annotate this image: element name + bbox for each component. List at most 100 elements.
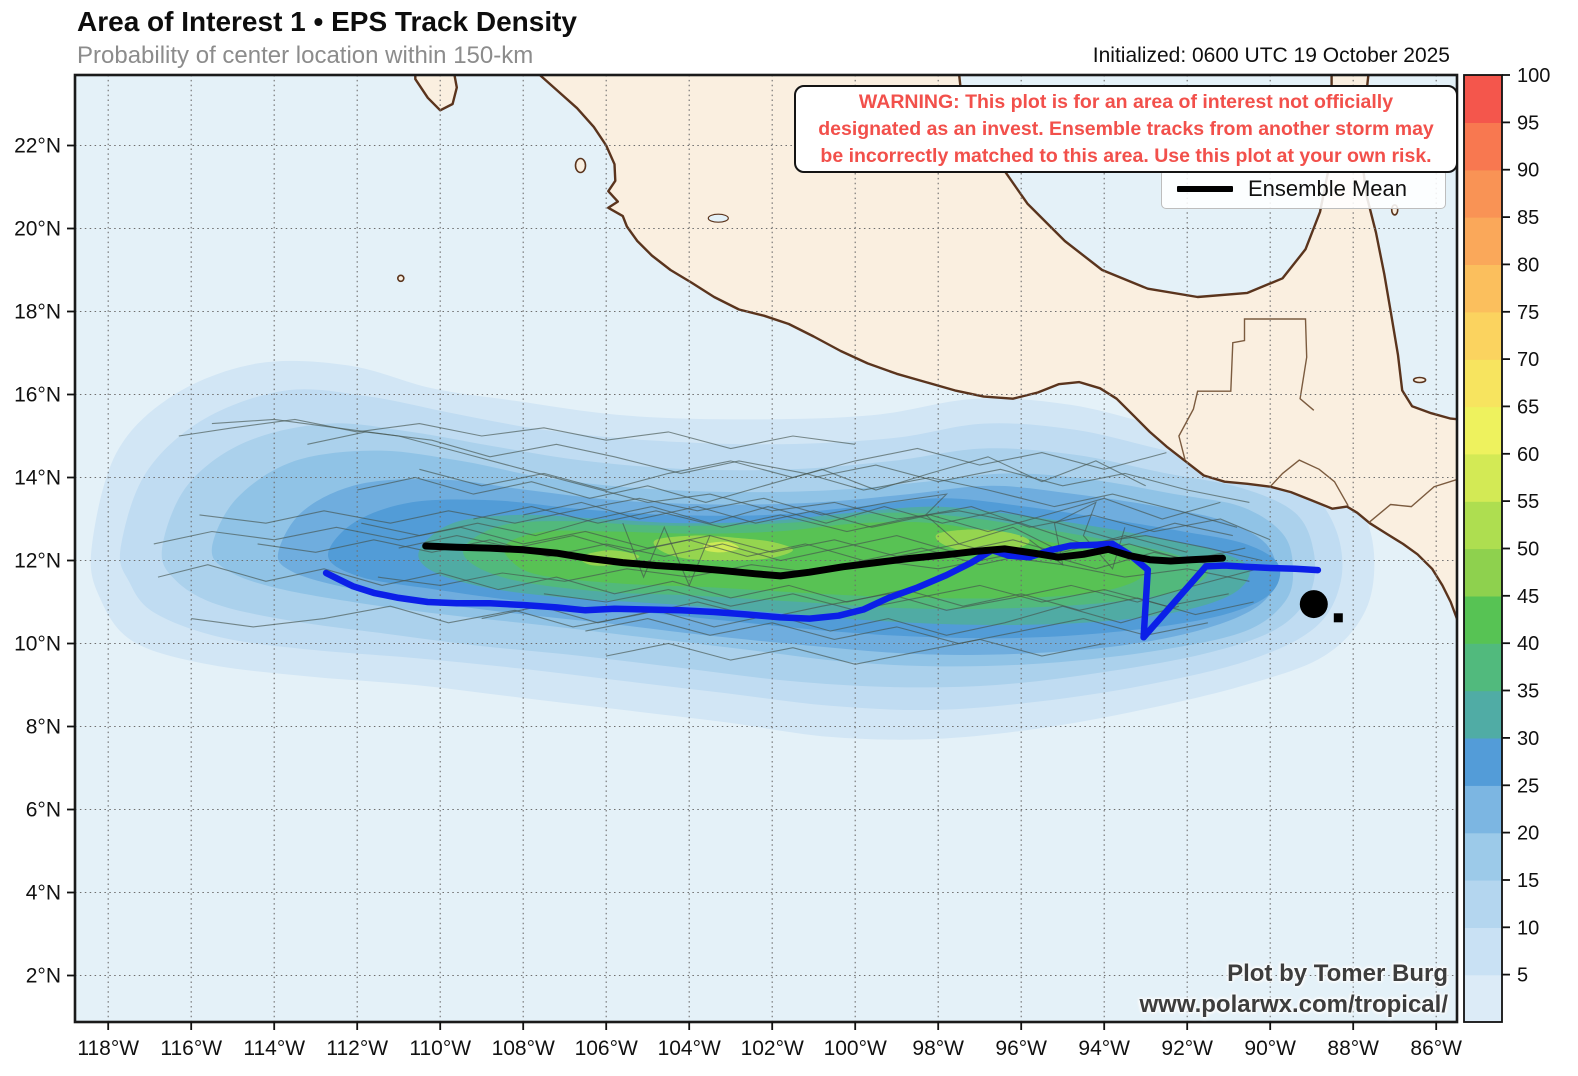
ensemble-mean-legend-label: Ensemble Mean: [1248, 176, 1407, 201]
ensemble-member-track: [361, 506, 1233, 541]
credit-url: www.polarwx.com/tropical/: [1139, 991, 1448, 1018]
x-axis-label: 90°W: [1244, 1037, 1296, 1060]
colorbar-segment: [1464, 169, 1502, 218]
island: [574, 157, 587, 174]
ensemble-member-track: [153, 526, 1022, 562]
ensemble-member-track: [178, 418, 856, 450]
colorbar-label: 80: [1517, 254, 1539, 276]
colorbar-segment: [1464, 122, 1502, 171]
colorbar-segment: [1464, 974, 1502, 1023]
aoi-location-dot: [1299, 590, 1328, 619]
colorbar: 5 10 15 20 25 30 35 40 45 50 55 60 65 70 75 80 85 90 95 100: [1463, 65, 1550, 1023]
x-axis-label: 88°W: [1327, 1037, 1379, 1060]
x-axis-label: 104°W: [658, 1037, 721, 1060]
colorbar-label: 25: [1517, 775, 1539, 797]
colorbar-segment: [1464, 880, 1502, 928]
colorbar-segment: [1464, 75, 1502, 123]
colorbar-segment: [1464, 737, 1502, 786]
colorbar-segment: [1464, 501, 1502, 550]
initialized-timestamp: Initialized: 0600 UTC 19 October 2025: [1092, 44, 1450, 67]
colorbar-label: 60: [1517, 444, 1539, 466]
colorbar-label: 100: [1517, 65, 1550, 87]
ensemble-member-track: [606, 638, 1105, 665]
colorbar-label: 90: [1517, 160, 1539, 182]
colorbar-segment: [1464, 264, 1502, 313]
colorbar-segment: [1464, 927, 1502, 976]
colorbar-label: 65: [1517, 396, 1539, 418]
plot-frame: [73, 73, 1459, 1024]
x-axis-label: 86°W: [1410, 1037, 1462, 1060]
x-axis-label: 92°W: [1161, 1037, 1213, 1060]
y-axis-label: 2°N: [26, 965, 61, 988]
colorbar-segment: [1464, 406, 1502, 455]
colorbar-label: 30: [1517, 728, 1539, 750]
y-axis-label: 18°N: [14, 301, 61, 324]
page-subtitle: Probability of center location within 15…: [77, 42, 534, 69]
y-axis-label: 6°N: [26, 799, 61, 822]
warning-box: WARNING: This plot is for an area of int…: [794, 85, 1458, 173]
ensemble-member-track: [357, 456, 1146, 503]
country-border: [1178, 318, 1315, 461]
ensemble-mean-legend-line: [1177, 186, 1233, 192]
colorbar-label: 45: [1517, 586, 1539, 608]
ensemble-member-track: [419, 447, 1167, 491]
colorbar-segment: [1464, 217, 1502, 265]
credit: Plot by Tomer Burg www.polarwx.com/tropi…: [1139, 958, 1448, 1020]
y-axis-label: 4°N: [26, 882, 61, 905]
map-area: [75, 75, 1457, 1022]
x-axis-label: 114°W: [243, 1037, 305, 1060]
warning-line-3: be incorrectly matched to this area. Use…: [820, 144, 1432, 167]
ensemble-member-track: [523, 497, 1221, 533]
credit-author: Plot by Tomer Burg: [1227, 960, 1448, 987]
colorbar-segment: [1464, 359, 1502, 408]
ensemble-member-track: [157, 564, 1254, 616]
y-axis-label: 16°N: [14, 384, 61, 407]
x-axis-label: 118°W: [77, 1037, 139, 1060]
x-axis-label: 98°W: [912, 1037, 964, 1060]
colorbar-segment: [1464, 785, 1502, 834]
colorbar-label: 5: [1517, 965, 1528, 987]
x-axis-label: 106°W: [575, 1037, 638, 1060]
ensemble-member-track: [481, 605, 1180, 636]
ensemble-member-track: [473, 506, 1271, 541]
x-axis-label: 96°W: [995, 1037, 1047, 1060]
x-axis-label: 110°W: [409, 1037, 471, 1060]
colorbar-label: 85: [1517, 207, 1539, 229]
colorbar-segment: [1464, 548, 1502, 597]
ensemble-member-track: [585, 618, 1209, 645]
island: [1412, 376, 1427, 384]
warning-line-1: WARNING: This plot is for an area of int…: [858, 90, 1394, 113]
colorbar-label: 55: [1517, 491, 1539, 513]
y-axis-label: 10°N: [14, 633, 61, 656]
ensemble-member-track: [1029, 501, 1126, 570]
colorbar-label: 70: [1517, 349, 1539, 371]
colorbar-label: 50: [1517, 539, 1539, 561]
colorbar-label: 75: [1517, 302, 1539, 324]
x-axis-label: 100°W: [824, 1037, 887, 1060]
deterministic-track: [322, 540, 1322, 641]
density-contour-55: [703, 541, 740, 553]
x-axis-label: 94°W: [1078, 1037, 1130, 1060]
colorbar-segment: [1464, 690, 1502, 739]
x-axis-label: 102°W: [741, 1037, 804, 1060]
colorbar-segment: [1464, 595, 1502, 644]
colorbar-segment: [1464, 311, 1502, 360]
x-axis-label: 116°W: [160, 1037, 222, 1060]
ensemble-member-track: [813, 464, 1250, 503]
y-axis-label: 20°N: [14, 218, 61, 241]
country-border: [1270, 459, 1349, 507]
ensemble-member-track: [543, 584, 1229, 611]
aoi-location-square: [1333, 613, 1343, 623]
colorbar-label: 10: [1517, 917, 1539, 939]
y-axis-label: 8°N: [26, 716, 61, 739]
x-axis-label: 108°W: [492, 1037, 555, 1060]
landmass-baja: [414, 75, 458, 112]
country-border: [1368, 478, 1457, 523]
y-axis-label: 14°N: [14, 467, 61, 490]
colorbar-label: 15: [1517, 870, 1539, 892]
colorbar-segment: [1464, 832, 1502, 881]
colorbar-label: 35: [1517, 681, 1539, 703]
ensemble-member-track: [307, 431, 1238, 528]
lake: [707, 213, 729, 223]
